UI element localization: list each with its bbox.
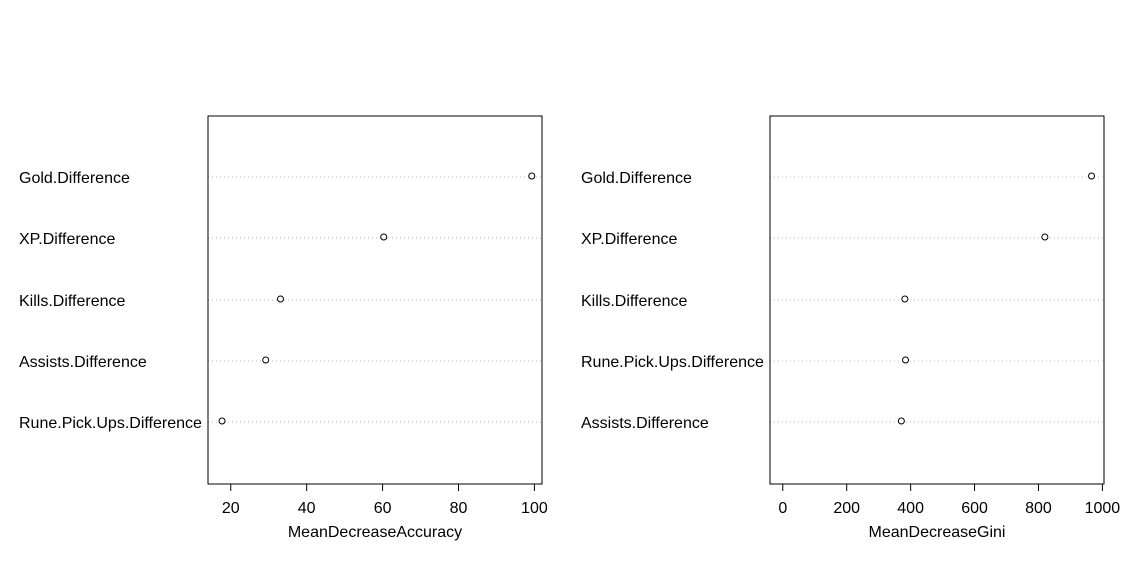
x-tick-label: 60 [374,500,392,517]
data-point [528,172,536,180]
category-label: XP.Difference [581,231,677,248]
data-point [262,356,270,364]
x-tick-label: 800 [1025,500,1052,517]
x-tick-label: 400 [897,500,924,517]
plot-frame [207,115,543,485]
x-tick-label: 80 [450,500,468,517]
category-label: Rune.Pick.Ups.Difference [581,354,764,371]
chart-panel-2: Gold.Difference XP.Difference Kills.Differ… [581,115,1121,541]
x-tick-label: 0 [778,500,787,517]
x-tick-label: 20 [222,500,240,517]
x-axis-label: MeanDecreaseGini [869,524,1006,541]
x-tick-label: 200 [833,500,860,517]
plot-frame [769,115,1105,485]
x-tick-label: 40 [298,500,316,517]
data-point [902,356,910,364]
data-point [897,417,905,425]
x-tick-label: 100 [521,500,548,517]
category-label: Assists.Difference [581,415,709,432]
category-label: Gold.Difference [581,170,692,187]
category-label: Rune.Pick.Ups.Difference [19,415,202,432]
category-label: Kills.Difference [19,293,126,310]
x-tick-label: 1000 [1085,500,1121,517]
x-tick-label: 600 [961,500,988,517]
category-label: Kills.Difference [581,293,688,310]
data-point [276,295,284,303]
category-label: Assists.Difference [19,354,147,371]
data-point [1041,233,1049,241]
category-label: Gold.Difference [19,170,130,187]
data-point [1088,172,1096,180]
x-axis-label: MeanDecreaseAccuracy [288,524,462,541]
data-point [218,417,226,425]
chart-panel-1: Gold.Difference XP.Difference Kills.Differ… [19,115,548,541]
data-point [901,295,909,303]
category-label: XP.Difference [19,231,115,248]
data-point [380,233,388,241]
